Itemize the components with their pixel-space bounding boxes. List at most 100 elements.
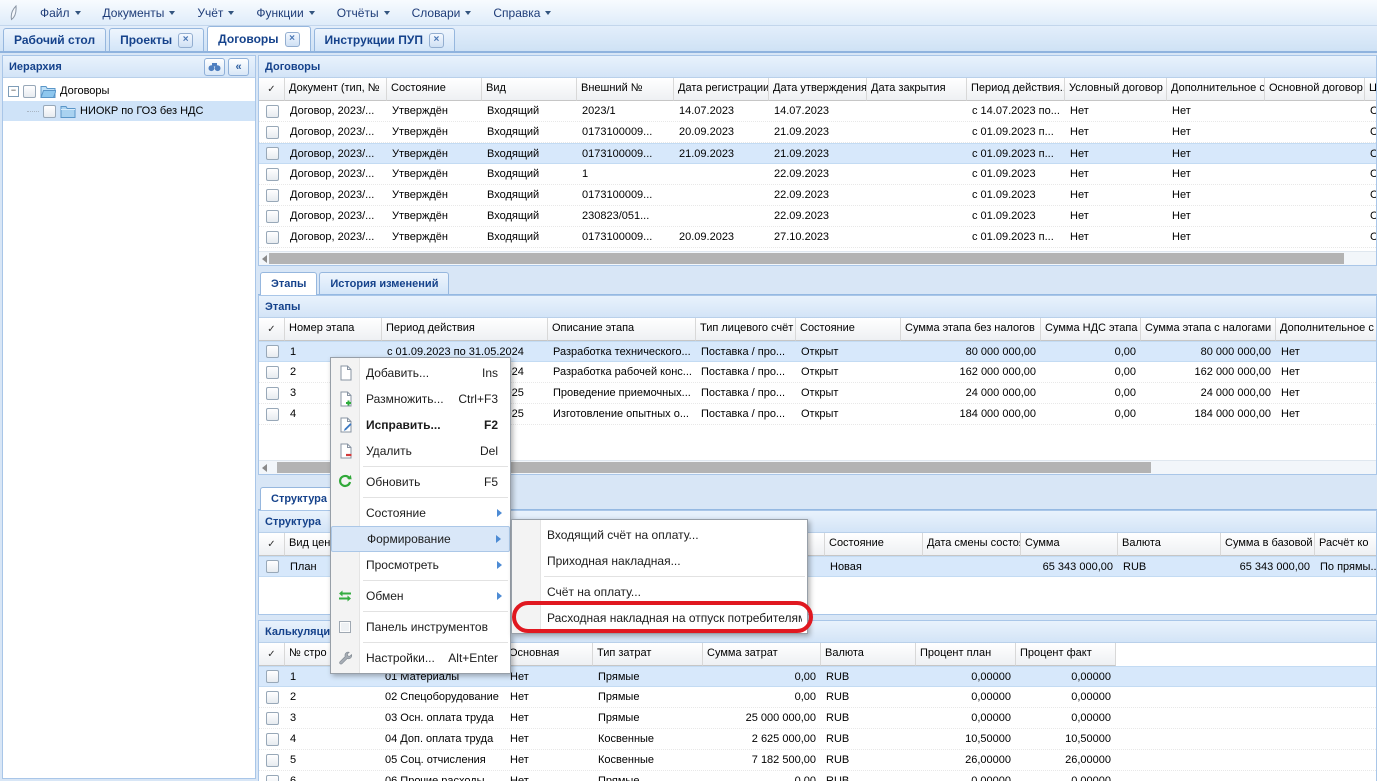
column-header[interactable]: Процент план (916, 643, 1016, 666)
menu-item[interactable]: Формирование (331, 526, 510, 552)
column-header[interactable]: Дата смены состоя (923, 533, 1021, 556)
tree-item[interactable]: НИОКР по ГОЗ без НДС (3, 101, 255, 121)
column-header[interactable]: Описание этапа (548, 318, 696, 341)
close-icon[interactable]: × (178, 32, 194, 48)
table-row[interactable]: Договор, 2023/... Утверждён Входящий 017310… (259, 122, 1376, 143)
row-checkbox[interactable] (265, 386, 279, 400)
tree-checkbox[interactable] (23, 84, 36, 98)
close-icon[interactable]: × (284, 31, 300, 47)
column-header[interactable]: Состояние (825, 533, 923, 556)
collapse-panel-icon[interactable]: « (228, 57, 249, 76)
column-header[interactable]: Период действия (382, 318, 548, 341)
menu-item[interactable]: Расходная накладная на отпуск потребител… (512, 605, 807, 631)
column-header[interactable]: Сумма НДС этапа (1041, 318, 1141, 341)
main-tab[interactable]: Инструкции ПУП × (313, 28, 455, 51)
column-header[interactable]: Тип затрат (593, 643, 703, 666)
row-checkbox[interactable] (265, 230, 279, 244)
table-row[interactable]: Договор, 2023/... Утверждён Входящий 017310… (259, 185, 1376, 206)
column-header[interactable]: Вид (482, 78, 577, 101)
row-checkbox[interactable] (265, 560, 279, 573)
menu-item[interactable]: Состояние (331, 500, 510, 526)
column-header[interactable]: ✓ (259, 318, 285, 341)
row-checkbox[interactable] (265, 188, 279, 202)
section-tab[interactable]: Структура (260, 487, 338, 510)
column-header[interactable]: Тип лицевого счёт (696, 318, 796, 341)
column-header[interactable]: ✓ (259, 643, 285, 666)
section-tab[interactable]: История изменений (319, 272, 450, 294)
column-header[interactable]: Ц (1365, 78, 1376, 101)
menu-item[interactable]: Просмотреть (331, 552, 510, 578)
column-header[interactable]: Номер этапа (285, 318, 382, 341)
row-checkbox[interactable] (265, 167, 279, 181)
table-row[interactable]: 1 с 01.09.2023 по 31.05.2024 Разработка те… (259, 341, 1376, 362)
main-tab[interactable]: Рабочий стол (3, 28, 107, 51)
menubar-item[interactable]: Документы (92, 2, 187, 24)
scroll-left-arrow-icon[interactable] (262, 255, 267, 263)
row-checkbox[interactable] (265, 732, 279, 746)
tree-checkbox[interactable] (43, 104, 56, 118)
column-header[interactable]: Валюта (821, 643, 916, 666)
menubar-item[interactable]: Файл (29, 2, 92, 24)
tree-item[interactable]: − Договоры (3, 81, 255, 101)
column-header[interactable]: ✓ (259, 78, 285, 101)
column-header[interactable]: Дополнительное с (1167, 78, 1265, 101)
row-checkbox[interactable] (265, 711, 279, 725)
table-row[interactable]: 5 05 Соц. отчисления Нет Косвенные 7 182 500… (259, 750, 1376, 771)
menubar-item[interactable]: Справка (482, 2, 562, 24)
menu-item[interactable]: Удалить Del (331, 438, 510, 464)
column-header[interactable]: Сумма этапа с налогами (1141, 318, 1276, 341)
row-checkbox[interactable] (265, 209, 279, 223)
collapse-expander-icon[interactable]: − (8, 85, 19, 97)
column-header[interactable]: Процент факт (1016, 643, 1116, 666)
close-icon[interactable]: × (428, 32, 444, 48)
column-header[interactable]: Дата регистрации (674, 78, 769, 101)
row-checkbox[interactable] (265, 407, 279, 421)
scrollbar-thumb[interactable] (269, 253, 1344, 264)
table-row[interactable]: 1 01 Материалы Нет Прямые 0,00 RUB 0,00000 0,00… (259, 666, 1376, 687)
menu-item[interactable]: Обновить F5 (331, 469, 510, 495)
scrollbar-thumb[interactable] (277, 462, 1151, 473)
menubar-item[interactable]: Учёт (186, 2, 245, 24)
table-row[interactable]: 3 03 Осн. оплата труда Нет Прямые 25 000 000… (259, 708, 1376, 729)
table-row[interactable]: Договор, 2023/... Утверждён Входящий 230823… (259, 206, 1376, 227)
table-row[interactable]: Договор, 2023/... Утверждён Входящий 017310… (259, 227, 1376, 248)
column-header[interactable]: Документ (тип, № (285, 78, 387, 101)
section-tab[interactable]: Этапы (260, 272, 318, 295)
column-header[interactable]: Сумма затрат (703, 643, 821, 666)
column-header[interactable]: Основная (505, 643, 593, 666)
column-header[interactable]: Дополнительное с (1276, 318, 1376, 341)
column-header[interactable]: Сумма этапа без налогов (901, 318, 1041, 341)
menu-item[interactable]: Приходная накладная... (512, 548, 807, 574)
main-tab[interactable]: Договоры × (207, 26, 311, 51)
row-checkbox[interactable] (265, 690, 279, 704)
table-row[interactable]: 2 02 Спецоборудование Нет Прямые 0,00 RUB 0,00… (259, 687, 1376, 708)
column-header[interactable]: Состояние (796, 318, 901, 341)
column-header[interactable]: Сумма (1021, 533, 1118, 556)
menu-item[interactable]: Обмен (331, 583, 510, 609)
column-header[interactable]: Условный договор (1065, 78, 1167, 101)
row-checkbox[interactable] (265, 147, 279, 160)
main-tab[interactable]: Проекты × (109, 28, 205, 51)
table-row[interactable]: 4 04 Доп. оплата труда Нет Косвенные 2 625 0… (259, 729, 1376, 750)
menu-item[interactable]: Входящий счёт на оплату... (512, 522, 807, 548)
column-header[interactable]: ✓ (259, 533, 285, 556)
table-row[interactable]: 6 06 Прочие расходы Нет Прямые 0,00 RUB 0,0000… (259, 771, 1376, 781)
menu-item[interactable]: Размножить... Ctrl+F3 (331, 386, 510, 412)
column-header[interactable]: Внешний № (577, 78, 674, 101)
column-header[interactable]: Дата закрытия (867, 78, 967, 101)
menubar-item[interactable]: Отчёты (326, 2, 401, 24)
table-row[interactable]: Договор, 2023/... Утверждён Входящий 2023/1… (259, 101, 1376, 122)
menu-item[interactable]: Исправить... F2 (331, 412, 510, 438)
menu-item[interactable]: Настройки... Alt+Enter (331, 645, 510, 671)
column-header[interactable]: Период действия.. (967, 78, 1065, 101)
column-header[interactable]: Валюта (1118, 533, 1221, 556)
column-header[interactable]: Состояние (387, 78, 482, 101)
menubar-item[interactable]: Функции (245, 2, 325, 24)
horizontal-scrollbar[interactable] (259, 460, 1376, 474)
menu-item[interactable]: Добавить... Ins (331, 360, 510, 386)
table-row[interactable]: Договор, 2023/... Утверждён Входящий 017310… (259, 143, 1376, 164)
row-checkbox[interactable] (265, 774, 279, 781)
horizontal-scrollbar[interactable] (259, 251, 1376, 265)
column-header[interactable]: Дата утверждения (769, 78, 867, 101)
row-checkbox[interactable] (265, 365, 279, 379)
